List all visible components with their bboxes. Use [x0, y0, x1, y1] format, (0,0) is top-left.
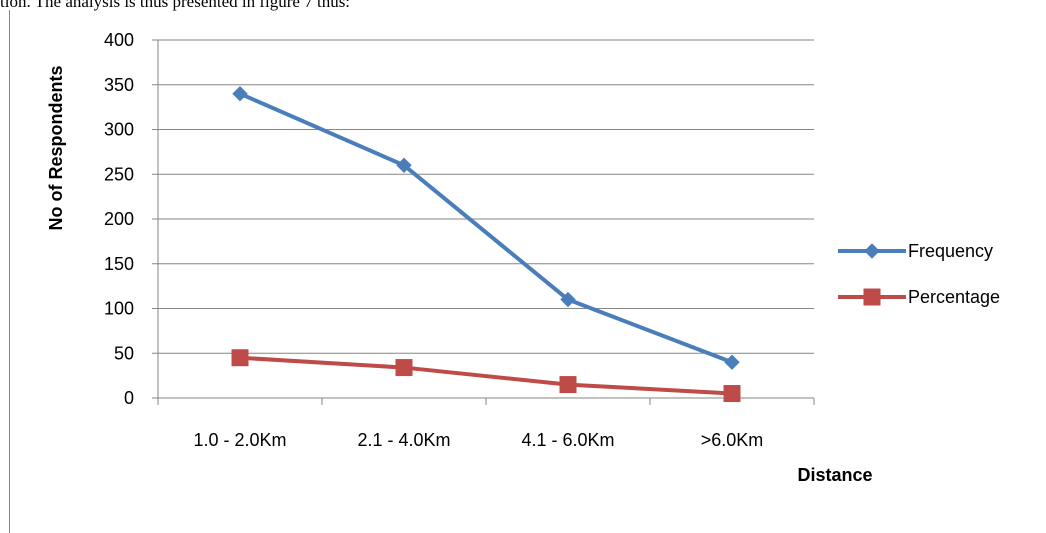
document-caption: tion. The analysis is thus presented in … — [0, 0, 351, 11]
data-point-frequency — [232, 85, 248, 102]
x-axis-title: Distance — [797, 465, 872, 485]
x-tick-label: 4.1 - 6.0Km — [521, 430, 614, 450]
chart-frame — [9, 10, 1046, 533]
series-layer — [231, 85, 741, 403]
data-point-percentage — [231, 349, 249, 367]
data-point-percentage — [559, 376, 577, 394]
y-tick-label: 400 — [104, 30, 134, 50]
y-tick-label: 200 — [104, 209, 134, 229]
gridlines — [158, 39, 814, 354]
x-tick-label: >6.0Km — [701, 430, 764, 450]
data-point-frequency — [560, 291, 576, 308]
data-point-percentage — [723, 385, 741, 403]
legend-label-percentage: Percentage — [908, 287, 1000, 307]
legend-marker-frequency — [864, 243, 880, 259]
legend-label-frequency: Frequency — [908, 241, 993, 261]
y-axis-title: No of Respondents — [46, 66, 66, 231]
y-tick-label: 250 — [104, 164, 134, 184]
y-tick-labels: 0 50 100 150 200 250 300 350 400 — [104, 30, 134, 408]
y-tick-label: 150 — [104, 254, 134, 274]
legend-marker-percentage — [863, 288, 881, 306]
y-tick-label: 50 — [114, 343, 134, 363]
data-point-frequency — [396, 157, 412, 174]
axes — [152, 39, 815, 405]
series-line-frequency — [239, 91, 733, 365]
y-tick-label: 100 — [104, 299, 134, 319]
legend: Frequency Percentage — [838, 241, 1000, 307]
y-tick-label: 350 — [104, 75, 134, 95]
y-tick-label: 0 — [124, 388, 134, 408]
x-tick-label: 2.1 - 4.0Km — [357, 430, 450, 450]
x-tick-labels: 1.0 - 2.0Km 2.1 - 4.0Km 4.1 - 6.0Km >6.0Km — [193, 430, 763, 450]
data-point-percentage — [395, 359, 413, 377]
data-point-frequency — [724, 354, 740, 370]
x-tick-label: 1.0 - 2.0Km — [193, 430, 286, 450]
y-tick-label: 300 — [104, 120, 134, 140]
series-line-percentage — [239, 355, 733, 396]
